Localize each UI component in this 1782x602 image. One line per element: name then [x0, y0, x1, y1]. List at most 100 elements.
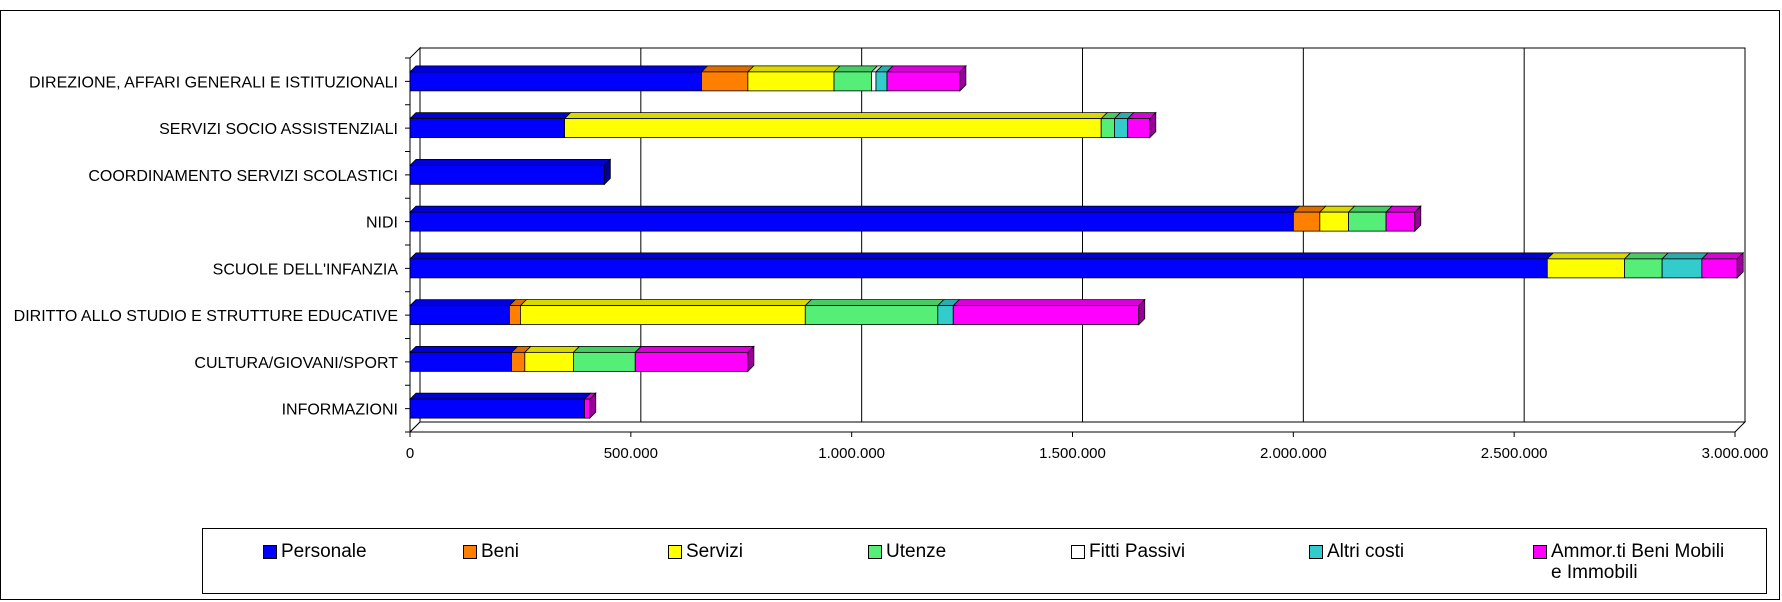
bar-segment-servizi: [520, 305, 806, 326]
bar-side-personale: [603, 158, 611, 186]
bar-top-personale: [409, 345, 519, 353]
legend-item-altri-costi: Altri costi: [1309, 541, 1507, 562]
legend-label: Servizi: [686, 541, 744, 562]
bar-segment-personale: [409, 71, 702, 92]
bar-segment-beni: [1292, 211, 1321, 232]
bar-top-personale: [409, 252, 1555, 260]
bar-top-personale: [409, 112, 572, 120]
bar-segment-servizi: [747, 71, 835, 92]
legend-swatch: [1309, 545, 1323, 559]
bar-segment-ammor-ti-beni-mobili-e-immobili: [886, 71, 961, 92]
x-tick-label: 500.000: [604, 445, 658, 462]
bar-top-servizi: [563, 112, 1109, 120]
bar-side-ammor-ti-beni-mobili-e-immobili: [1414, 205, 1422, 233]
bar-segment-personale: [409, 351, 512, 372]
legend-swatch: [668, 545, 682, 559]
bar-segment-utenze: [1348, 211, 1387, 232]
bar-side-ammor-ti-beni-mobili-e-immobili: [747, 345, 755, 373]
bar-segment-ammor-ti-beni-mobili-e-immobili: [634, 351, 749, 372]
bar-top-altri-costi: [1661, 252, 1709, 260]
legend-swatch: [1071, 545, 1085, 559]
bar-top-servizi: [519, 299, 813, 307]
bar-segment-personale: [409, 398, 585, 419]
category-label: INFORMAZIONI: [282, 402, 398, 419]
bar-segment-personale: [409, 164, 605, 185]
bar-segment-beni: [701, 71, 749, 92]
legend-item-servizi: Servizi: [668, 541, 866, 562]
bar-segment-personale: [409, 211, 1294, 232]
bar-side-ammor-ti-beni-mobili-e-immobili: [1736, 251, 1744, 279]
legend-swatch: [263, 545, 277, 559]
bar-top-utenze: [833, 65, 879, 73]
bar-segment-altri-costi: [875, 71, 888, 92]
bar-top-ammor-ti-beni-mobili-e-immobili: [1700, 252, 1745, 260]
legend-label: Beni: [481, 541, 520, 562]
plot-floor: [408, 421, 1747, 433]
bar-segment-altri-costi: [937, 305, 954, 326]
bar-top-utenze: [1347, 205, 1394, 213]
bar-segment-altri-costi: [1661, 258, 1703, 279]
legend-item-personale: Personale: [263, 541, 461, 562]
bar-top-servizi: [1546, 252, 1632, 260]
bar-segment-utenze: [804, 305, 939, 326]
bar-segment-utenze: [833, 71, 872, 92]
bar-top-personale: [409, 392, 592, 400]
bar-top-ammor-ti-beni-mobili-e-immobili: [952, 299, 1146, 307]
legend-item-utenze: Utenze: [868, 541, 1066, 562]
bar-segment-ammor-ti-beni-mobili-e-immobili: [1385, 211, 1416, 232]
legend-label: Ammor.ti Beni Mobili e Immobili: [1551, 541, 1725, 583]
legend-item-ammortamenti: Ammor.ti Beni Mobili e Immobili: [1533, 541, 1731, 583]
legend-swatch: [1533, 545, 1547, 559]
bar-side-ammor-ti-beni-mobili-e-immobili: [589, 392, 597, 420]
x-tick-label: 1.500.000: [1039, 445, 1106, 462]
legend-item-beni: Beni: [463, 541, 661, 562]
bar-segment-ammor-ti-beni-mobili-e-immobili: [1701, 258, 1738, 279]
category-label: SERVIZI SOCIO ASSISTENZIALI: [159, 121, 398, 138]
bar-top-servizi: [523, 345, 581, 353]
bar-segment-utenze: [573, 351, 636, 372]
legend-swatch: [463, 545, 477, 559]
x-tick-label: 3.000.000: [1702, 445, 1769, 462]
bar-segment-servizi: [1319, 211, 1349, 232]
bar-segment-servizi: [524, 351, 574, 372]
category-label: SCUOLE DELL'INFANZIA: [213, 261, 399, 278]
bar-segment-utenze: [1624, 258, 1663, 279]
bar-side-ammor-ti-beni-mobili-e-immobili: [1149, 111, 1157, 139]
legend-label: Utenze: [886, 541, 947, 562]
bar-top-personale: [409, 299, 517, 307]
bar-segment-personale: [409, 118, 565, 139]
legend-label: Altri costi: [1327, 541, 1405, 562]
chart-frame: [0, 10, 1780, 600]
legend-label: Fitti Passivi: [1089, 541, 1186, 562]
category-label: NIDI: [366, 215, 398, 232]
plot-left-wall: [409, 46, 421, 434]
x-tick-label: 0: [406, 445, 414, 462]
bar-top-personale: [409, 65, 709, 73]
bar-segment-ammor-ti-beni-mobili-e-immobili: [952, 305, 1140, 326]
x-tick-label: 1.000.000: [818, 445, 885, 462]
bar-segment-fitti-passivi: [871, 71, 877, 92]
legend-label: Personale: [281, 541, 367, 562]
category-label: DIRITTO ALLO STUDIO E STRUTTURE EDUCATIV…: [14, 308, 398, 325]
bar-top-utenze: [572, 345, 643, 353]
category-label: COORDINAMENTO SERVIZI SCOLASTICI: [88, 168, 398, 185]
bar-segment-altri-costi: [1114, 118, 1129, 139]
bar-segment-ammor-ti-beni-mobili-e-immobili: [584, 398, 591, 419]
x-tick-label: 2.500.000: [1481, 445, 1548, 462]
bar-segment-utenze: [1100, 118, 1115, 139]
x-tick-label: 2.000.000: [1260, 445, 1327, 462]
category-label: CULTURA/GIOVANI/SPORT: [194, 355, 398, 372]
bar-segment-personale: [409, 258, 1548, 279]
bar-segment-servizi: [1546, 258, 1625, 279]
legend-item-fitti-passivi: Fitti Passivi: [1071, 541, 1269, 562]
bar-segment-beni: [508, 305, 521, 326]
bar-top-ammor-ti-beni-mobili-e-immobili: [634, 345, 755, 353]
bar-segment-ammor-ti-beni-mobili-e-immobili: [1127, 118, 1151, 139]
bar-segment-servizi: [564, 118, 1102, 139]
legend: Personale Beni Servizi Utenze Fitti Pass…: [202, 528, 1767, 594]
bar-top-personale: [409, 205, 1301, 213]
category-label: DIREZIONE, AFFARI GENERALI E ISTITUZIONA…: [29, 74, 398, 91]
legend-swatch: [868, 545, 882, 559]
bar-segment-personale: [409, 305, 510, 326]
